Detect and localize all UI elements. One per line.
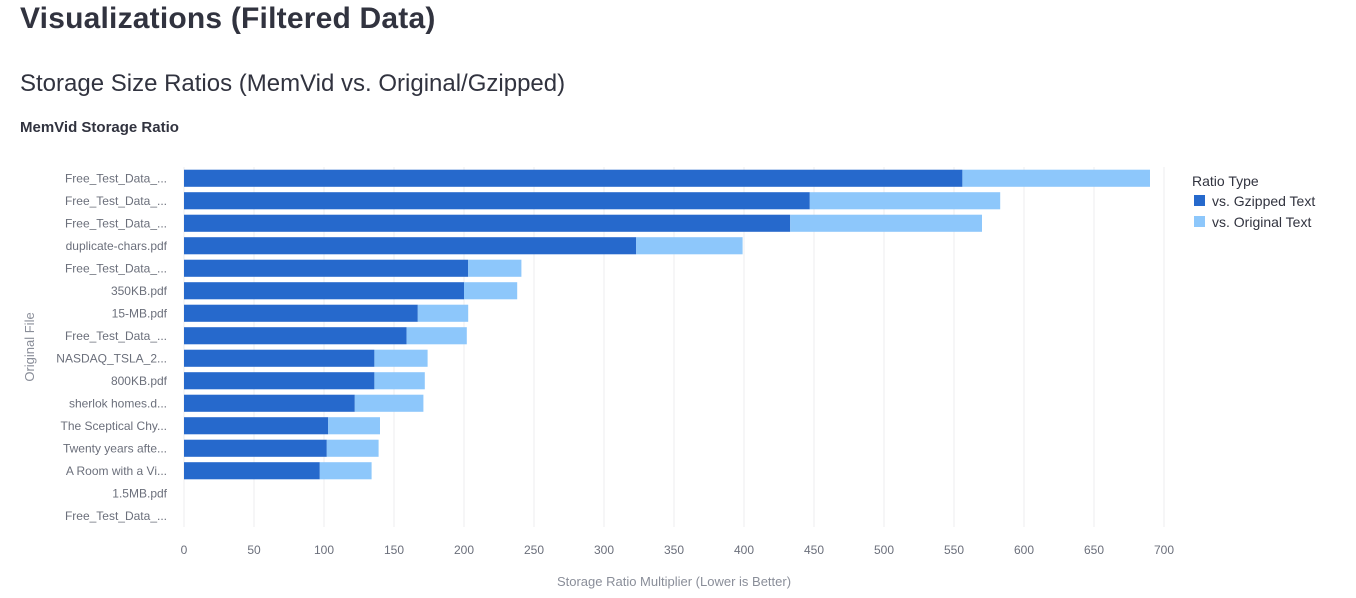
y-axis-title: Original File [22,312,37,381]
y-tick-label: sherlok homes.d... [69,396,167,410]
bars-group[interactable] [184,169,1150,480]
y-tick-label: A Room with a Vi... [66,464,167,478]
bar-original[interactable] [636,237,743,255]
x-tick-label: 600 [1014,543,1034,557]
bar-original[interactable] [374,349,428,367]
bar-gzipped[interactable] [184,282,464,300]
y-tick-label: Twenty years afte... [63,441,167,455]
x-tick-label: 450 [804,543,824,557]
bar-gzipped[interactable] [184,259,469,277]
x-tick-label: 250 [524,543,544,557]
bar-original[interactable] [374,372,425,390]
x-tick-labels: 0 50 100 150 200 250 300 350 400 450 500 550 600 650 7… [181,543,1175,557]
bar-gzipped[interactable] [184,304,418,322]
bar-original[interactable] [809,192,1001,210]
bar-gzipped[interactable] [184,394,355,412]
bar-gzipped[interactable] [184,192,810,210]
bar-original[interactable] [962,169,1150,187]
x-tick-label: 150 [384,543,404,557]
x-axis-title: Storage Ratio Multiplier (Lower is Bette… [557,574,791,589]
x-tick-label: 100 [314,543,334,557]
bar-original[interactable] [354,394,424,412]
x-tick-label: 200 [454,543,474,557]
x-tick-label: 500 [874,543,894,557]
y-tick-label: NASDAQ_TSLA_2... [56,351,167,365]
y-tick-label: Free_Test_Data_... [65,216,167,230]
bar-original[interactable] [417,304,469,322]
x-tick-label: 650 [1084,543,1104,557]
bar-gzipped[interactable] [184,372,375,390]
y-tick-label: 350KB.pdf [111,284,168,298]
bar-original[interactable] [464,282,518,300]
x-tick-label: 700 [1154,543,1174,557]
bar-gzipped[interactable] [184,439,327,457]
legend-label[interactable]: vs. Original Text [1212,214,1311,230]
chart-heading: MemVid Storage Ratio [20,119,179,136]
bar-original[interactable] [326,439,379,457]
bar-gzipped[interactable] [184,462,320,480]
x-tick-label: 50 [247,543,261,557]
legend[interactable]: Ratio Type vs. Gzipped Text vs. Original T… [1192,173,1315,230]
y-tick-labels: Free_Test_Data_... Free_Test_Data_... Free… [56,171,167,523]
page-title: Visualizations (Filtered Data) [20,2,436,35]
bar-original[interactable] [406,327,467,345]
legend-swatch[interactable] [1194,195,1205,206]
y-tick-label: Free_Test_Data_... [65,261,167,275]
bar-gzipped[interactable] [184,417,329,435]
y-tick-label: 800KB.pdf [111,374,168,388]
bar-gzipped[interactable] [184,214,791,232]
section-title: Storage Size Ratios (MemVid vs. Original… [20,70,566,97]
x-tick-label: 0 [181,543,188,557]
x-tick-label: 550 [944,543,964,557]
y-tick-label: 15-MB.pdf [112,306,168,320]
bar-gzipped[interactable] [184,349,375,367]
y-tick-label: Free_Test_Data_... [65,329,167,343]
x-tick-label: 350 [664,543,684,557]
y-tick-label: The Sceptical Chy... [61,419,168,433]
y-tick-label: 1.5MB.pdf [112,486,167,500]
y-tick-label: Free_Test_Data_... [65,194,167,208]
bar-gzipped[interactable] [184,327,407,345]
y-tick-label: Free_Test_Data_... [65,509,167,523]
x-tick-label: 400 [734,543,754,557]
y-tick-label: duplicate-chars.pdf [66,239,168,253]
bar-original[interactable] [468,259,522,277]
bar-original[interactable] [790,214,982,232]
bar-original[interactable] [328,417,380,435]
legend-swatch[interactable] [1194,216,1205,227]
legend-label[interactable]: vs. Gzipped Text [1212,193,1315,209]
bar-gzipped[interactable] [184,237,637,255]
y-tick-label: Free_Test_Data_... [65,171,167,185]
bar-original[interactable] [319,462,372,480]
bar-gzipped[interactable] [184,169,963,187]
x-tick-label: 300 [594,543,614,557]
legend-title: Ratio Type [1192,173,1259,189]
